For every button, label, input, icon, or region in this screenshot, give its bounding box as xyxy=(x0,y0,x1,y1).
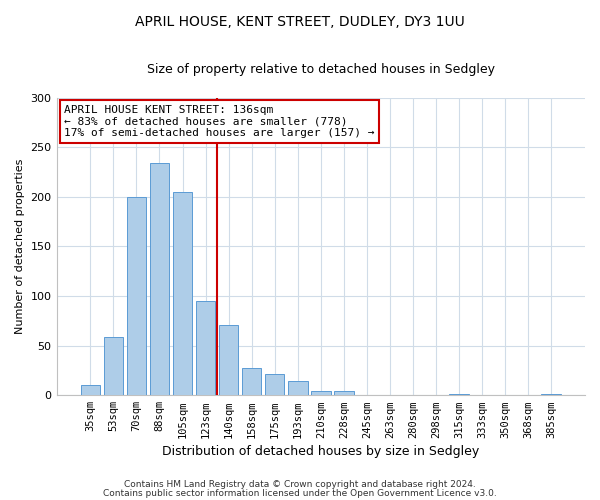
Bar xyxy=(311,391,331,395)
Bar xyxy=(242,368,262,395)
Bar xyxy=(265,374,284,395)
Text: Contains public sector information licensed under the Open Government Licence v3: Contains public sector information licen… xyxy=(103,488,497,498)
Y-axis label: Number of detached properties: Number of detached properties xyxy=(15,158,25,334)
Bar xyxy=(196,301,215,395)
Title: Size of property relative to detached houses in Sedgley: Size of property relative to detached ho… xyxy=(147,62,495,76)
Bar xyxy=(104,336,123,395)
Bar xyxy=(334,391,353,395)
Text: APRIL HOUSE KENT STREET: 136sqm
← 83% of detached houses are smaller (778)
17% o: APRIL HOUSE KENT STREET: 136sqm ← 83% of… xyxy=(64,105,375,138)
Text: Contains HM Land Registry data © Crown copyright and database right 2024.: Contains HM Land Registry data © Crown c… xyxy=(124,480,476,489)
Bar xyxy=(288,382,308,395)
X-axis label: Distribution of detached houses by size in Sedgley: Distribution of detached houses by size … xyxy=(162,444,479,458)
Text: APRIL HOUSE, KENT STREET, DUDLEY, DY3 1UU: APRIL HOUSE, KENT STREET, DUDLEY, DY3 1U… xyxy=(135,15,465,29)
Bar xyxy=(173,192,193,395)
Bar xyxy=(449,394,469,395)
Bar xyxy=(219,324,238,395)
Bar xyxy=(149,163,169,395)
Bar xyxy=(541,394,561,395)
Bar xyxy=(80,386,100,395)
Bar xyxy=(127,196,146,395)
